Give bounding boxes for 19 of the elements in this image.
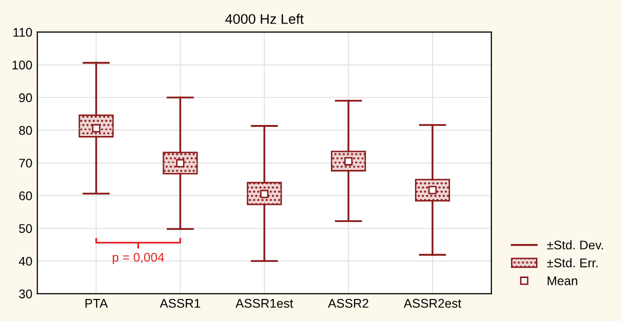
- text: Mean: [548, 276, 578, 286]
- y-tick-label: 50: [19, 224, 32, 233]
- y-tick-label: 30: [19, 290, 32, 298]
- annotation: p = 0,004: [112, 252, 164, 264]
- y-tick-label: 40: [18, 256, 32, 266]
- x-tick-label: PTA: [86, 299, 108, 308]
- x-tick-label: ASSR2: [328, 298, 368, 308]
- x-tick-label: ASSR1: [160, 298, 200, 308]
- x-tick-label: ASSR2est: [404, 298, 462, 308]
- y-tick-label: 110: [13, 28, 32, 37]
- text: ±Std. Err.: [547, 258, 598, 268]
- x-tick-label: ASSR1est: [236, 298, 294, 308]
- y-tick-label: 100: [12, 60, 32, 70]
- chart-title: 4000 Hz Left: [225, 14, 304, 24]
- y-tick-label: 70: [19, 158, 32, 168]
- y-tick-label: 60: [19, 191, 32, 200]
- y-tick-label: 90: [19, 93, 32, 102]
- y-tick-label: 80: [19, 126, 32, 135]
- text: ±Std. Dev.: [547, 240, 603, 250]
